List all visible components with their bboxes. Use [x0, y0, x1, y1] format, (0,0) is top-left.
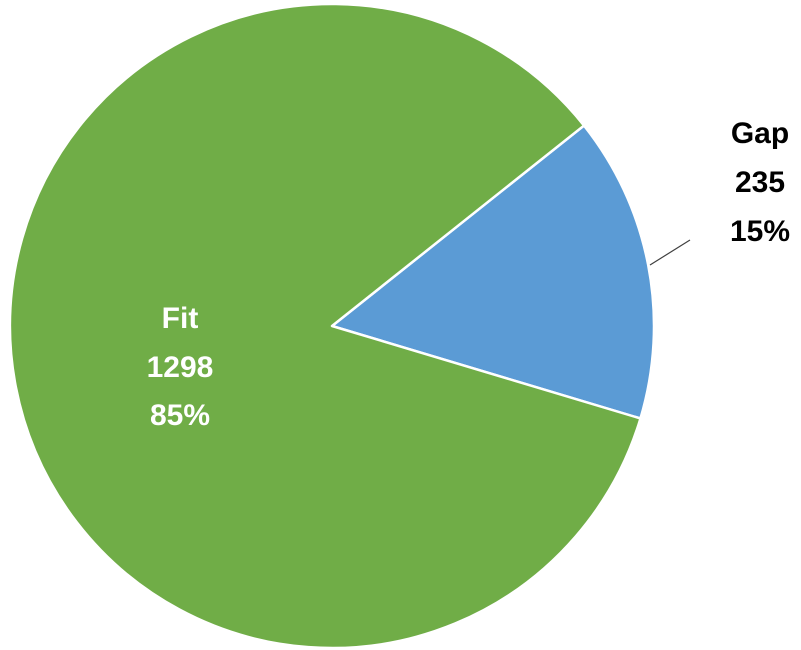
pie-slice-fit [8, 2, 642, 650]
fit-percent-label: 85% [150, 399, 210, 432]
gap-leader-line [649, 239, 691, 266]
fit-value-label: 1298 [147, 351, 214, 384]
pie-slices [8, 2, 656, 650]
fit-category-label: Fit [162, 302, 199, 335]
pie-slice-gap [330, 124, 656, 420]
gap-category-label: Gap [731, 117, 789, 150]
gap-percent-label: 15% [730, 215, 790, 248]
gap-value-label: 235 [735, 166, 785, 199]
